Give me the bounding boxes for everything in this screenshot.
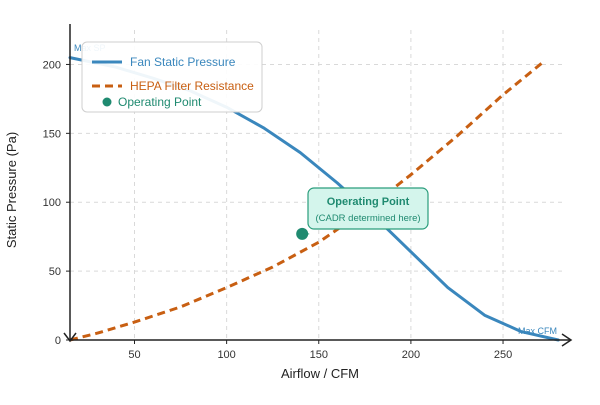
legend-operating-label: Operating Point [118,95,202,109]
legend-fan-label: Fan Static Pressure [130,55,236,69]
x-axis-title: Airflow / CFM [281,366,359,381]
y-axis-title: Static Pressure (Pa) [4,132,19,248]
legend: Fan Static Pressure HEPA Filter Resistanc… [81,41,263,113]
operating-point-marker [296,227,309,240]
x-tick-label: 50 [128,349,140,361]
y-tick-label: 100 [43,197,61,209]
legend-hepa-label: HEPA Filter Resistance [130,79,254,93]
callout-title: Operating Point [327,196,410,208]
y-axis-arrow [63,332,77,343]
y-tick-label: 150 [43,128,61,140]
x-tick-label: 100 [217,349,235,361]
y-tick-label: 50 [49,266,61,278]
x-tick-label: 150 [310,349,328,361]
ticks-layer: 50 100 150 200 250 0 50 100 150 200 Airflow / CFM S… [4,59,512,381]
x-tick-label: 200 [402,349,420,361]
y-tick-label: 200 [43,59,61,71]
max-cfm-annotation: Max CFM [518,326,557,336]
legend-box [81,41,263,113]
y-tick-label: 0 [55,335,61,347]
legend-operating-swatch [102,97,112,107]
x-axis-arrow [561,333,573,347]
x-tick-label: 250 [494,349,512,361]
axes-layer [63,24,573,347]
callout-subtitle: (CADR determined here) [315,213,420,224]
operating-point-callout [307,187,429,230]
